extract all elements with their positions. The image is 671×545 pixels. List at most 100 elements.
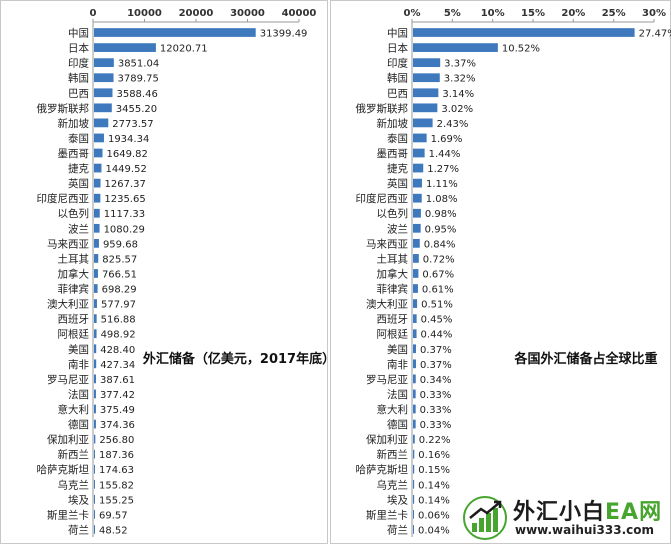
reserves-bar [94,28,256,37]
reserves-value-label: 1649.82 [106,149,147,160]
reserves-bar [94,299,97,308]
reserves-bar [94,118,109,128]
share-bar [413,299,418,308]
reserves-value-label: 3588.46 [116,89,157,100]
reserves-category-label: 乌克兰 [58,478,90,491]
share-value-label: 0.95% [425,224,457,235]
reserves-category-label: 罗马尼亚 [47,374,89,386]
share-category-label: 南非 [387,358,408,371]
share-category-label: 波兰 [387,222,408,235]
share-category-label: 澳大利亚 [366,298,408,311]
share-category-label: 俄罗斯联邦 [356,102,409,115]
reserves-category-label: 保加利亚 [47,433,89,446]
reserves-value-label: 698.29 [102,285,137,296]
reserves-bar [94,223,100,233]
reserves-bar [94,525,95,534]
reserves-bar [94,148,103,158]
reserves-value-label: 1235.65 [104,194,145,205]
watermark-brand: 外汇小白EA网 [513,494,662,526]
reserves-category-label: 中国 [68,27,89,40]
share-tick-label: 30% [642,8,666,19]
share-bar [413,208,421,218]
reserves-value-label: 2773.57 [112,119,153,130]
reserves-category-label: 韩国 [68,72,89,85]
share-bar [413,434,415,444]
share-bar [413,178,422,188]
left-chart-panel: 0 10000 20000 30000 40000 中国 31399.49 日本 12020.7… [0,0,329,544]
reserves-value-label: 428.40 [100,345,135,356]
share-category-label: 日本 [387,42,408,55]
reserves-bar [94,193,101,203]
reserves-category-label: 马来西亚 [47,238,89,250]
reserves-value-label: 174.63 [99,465,134,476]
reserves-value-label: 516.88 [101,315,136,326]
share-tick-label: 0% [404,8,421,19]
reserves-value-label: 3455.20 [116,104,157,115]
share-bar [413,223,421,233]
reserves-category-label: 英国 [68,177,89,190]
share-value-label: 3.32% [444,74,476,85]
share-category-label: 乌克兰 [377,478,409,491]
share-category-label: 韩国 [387,72,408,85]
share-value-label: 0.14% [418,495,450,506]
share-bar [413,133,427,143]
share-category-label: 法国 [387,388,408,401]
reserves-value-label: 1934.34 [108,134,149,145]
reserves-category-label: 美国 [68,343,89,356]
reserves-bar [94,73,114,83]
share-bar [413,374,416,384]
watermark-brand-ea: EA网 [605,500,663,525]
share-value-label: 0.04% [418,525,450,536]
reserves-value-label: 69.57 [99,510,128,521]
reserves-category-label: 印度尼西亚 [37,192,90,205]
share-value-label: 3.37% [444,59,476,70]
reserves-category-label: 德国 [68,418,89,431]
watermark-brand-main: 外汇小白 [513,500,606,525]
reserves-value-label: 1267.37 [105,179,146,190]
share-bar [413,269,419,278]
share-value-label: 0.16% [418,450,450,461]
share-bar [413,359,416,369]
reserves-category-label: 加拿大 [58,267,90,280]
reserves-bar [94,269,98,278]
reserves-category-label: 墨西哥 [58,148,90,160]
share-category-label: 捷克 [387,162,408,175]
reserves-chart-title: 外汇储备（亿美元，2017年底） [142,351,329,367]
share-value-label: 0.33% [420,420,452,431]
reserves-tick-label: 0 [90,8,97,19]
reserves-bar-chart: 0 10000 20000 30000 40000 中国 31399.49 日本 12020.7… [37,8,329,537]
share-bar [413,419,416,429]
share-category-label: 新西兰 [377,448,409,461]
reserves-bar [94,178,101,188]
share-category-label: 阿根廷 [377,328,409,341]
share-value-label: 0.72% [423,254,455,265]
share-bar [413,389,416,399]
reserves-bar [94,254,99,263]
share-bar [413,118,433,128]
share-bar [413,193,422,203]
share-bar-chart: 0% 5% 10% 15% 20% 25% 30% 中国 27.47% 日本 10.52% 印度 3.3… [356,8,671,537]
share-value-label: 0.33% [420,390,452,401]
share-value-label: 0.84% [424,239,456,250]
share-tick-label: 20% [561,8,585,19]
share-category-label: 泰国 [387,132,408,145]
share-bar [413,344,416,354]
share-bar [413,525,414,534]
reserves-value-label: 427.34 [100,360,135,371]
share-value-label: 0.51% [421,300,453,311]
bar-chart-arrow-logo-icon [463,496,507,540]
share-category-label: 哈萨克斯坦 [356,463,409,476]
share-value-label: 0.33% [420,405,452,416]
share-value-label: 27.47% [639,29,671,40]
share-value-label: 0.67% [422,269,454,280]
share-tick-label: 10% [481,8,505,19]
reserves-value-label: 31399.49 [260,29,308,40]
reserves-category-label: 哈萨克斯坦 [37,463,90,476]
reserves-tick-label: 20000 [179,8,214,19]
share-value-label: 0.37% [420,360,452,371]
reserves-category-label: 意大利 [58,403,90,416]
share-bar [413,404,416,414]
reserves-category-label: 阿根廷 [58,328,90,341]
reserves-bar [94,449,95,459]
share-bar [413,88,439,98]
